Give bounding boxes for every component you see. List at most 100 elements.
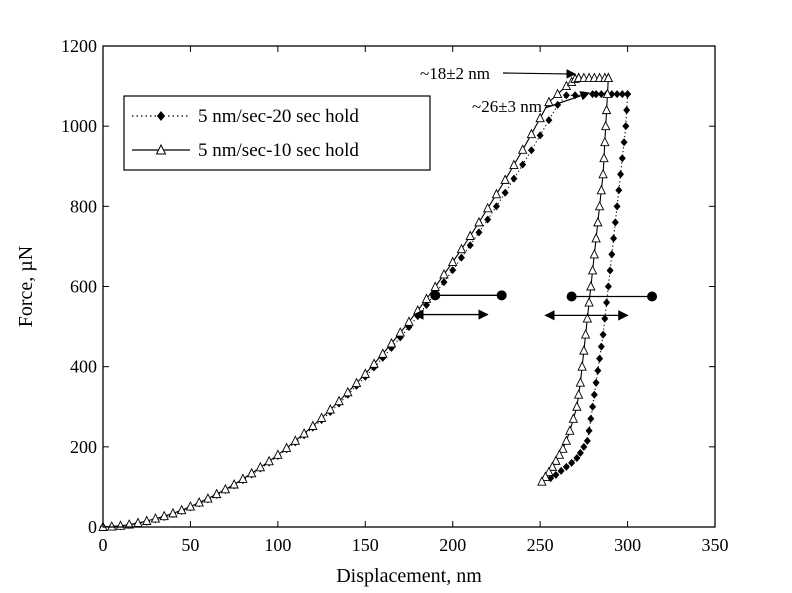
data-point-triangle (229, 479, 239, 489)
data-point-triangle (439, 268, 449, 279)
data-point-diamond (615, 186, 623, 195)
data-point-triangle (290, 435, 301, 445)
data-point-diamond (617, 170, 625, 179)
data-point-triangle (395, 327, 405, 337)
data-point-triangle (474, 216, 484, 227)
legend-box (123, 95, 431, 171)
data-point-diamond (611, 218, 619, 227)
y-tick-label: 200 (70, 437, 97, 457)
data-point-triangle (343, 386, 353, 397)
annotation-18nm: ~18±2 nm (420, 64, 490, 83)
data-point-diamond (568, 458, 576, 467)
data-point-diamond (597, 342, 605, 351)
data-point-triangle (537, 476, 547, 486)
data-point-diamond (606, 266, 614, 275)
data-point-triangle (124, 519, 134, 529)
x-tick-label: 200 (439, 535, 466, 555)
data-point-triangle (544, 96, 554, 107)
y-tick-label: 800 (70, 196, 97, 216)
data-point-triangle (176, 504, 187, 515)
annotation-arrow-26nm (544, 91, 591, 109)
data-point-triangle (194, 497, 204, 507)
data-point-triangle (603, 72, 614, 83)
data-point-diamond (573, 454, 581, 463)
data-point-diamond (622, 122, 630, 131)
data-point-triangle (238, 473, 248, 483)
data-point-triangle (554, 449, 565, 459)
data-point-diamond (545, 116, 553, 125)
data-point-diamond (618, 90, 626, 99)
data-point-triangle (185, 501, 196, 511)
x-axis-label: Displacement, nm (336, 565, 482, 587)
data-point-diamond (422, 300, 430, 309)
y-axis-label: Force, µN (15, 246, 37, 328)
data-point-triangle (316, 412, 327, 422)
data-point-diamond (623, 106, 631, 115)
data-point-diamond (536, 131, 544, 140)
data-point-diamond (599, 330, 607, 339)
data-point-triangle (596, 184, 607, 195)
data-point-diamond (620, 138, 628, 147)
data-point-triangle (552, 88, 563, 99)
data-point-diamond (592, 90, 600, 99)
x-tick-label: 250 (527, 535, 554, 555)
data-point-diamond (457, 253, 465, 262)
data-point-diamond (552, 470, 560, 479)
data-point-diamond (510, 174, 518, 183)
data-point-diamond (501, 188, 509, 197)
data-point-triangle (369, 358, 379, 368)
data-point-triangle (565, 425, 575, 435)
legend-marker-diamond (157, 111, 165, 121)
data-point-diamond (440, 278, 448, 287)
data-point-diamond (583, 436, 591, 445)
double-arrow-dot (647, 291, 658, 302)
data-point-diamond (562, 462, 570, 471)
data-point-triangle (589, 248, 600, 259)
data-point-triangle (482, 202, 493, 213)
legend-label-10sec: 5 nm/sec-10 sec hold (198, 140, 359, 161)
data-point-diamond (562, 91, 570, 100)
data-point-triangle (594, 200, 605, 211)
data-point-triangle (168, 507, 178, 518)
x-tick-label: 300 (614, 535, 641, 555)
data-point-diamond (608, 250, 616, 259)
x-tick-label: 350 (702, 535, 729, 555)
data-point-triangle (273, 449, 283, 459)
data-point-triangle (465, 230, 475, 240)
data-point-triangle (526, 128, 537, 139)
data-point-triangle (456, 243, 467, 254)
data-point-triangle (308, 420, 318, 430)
data-point-triangle (575, 377, 586, 387)
data-point-triangle (421, 293, 432, 303)
annotation-26nm: ~26±3 nm (472, 97, 542, 116)
y-tick-label: 1000 (61, 116, 97, 136)
data-point-diamond (484, 215, 492, 224)
legend-entry-10sec: 5 nm/sec-10 sec hold (132, 140, 359, 161)
data-point-triangle (593, 216, 603, 227)
data-point-diamond (592, 378, 600, 387)
data-point-triangle (281, 442, 292, 452)
data-point-triangle (540, 471, 551, 481)
data-point-diamond (604, 282, 612, 291)
legend-marker-triangle (155, 143, 167, 155)
data-point-triangle (211, 488, 222, 499)
series-line-0 (102, 93, 629, 528)
data-point-diamond (492, 202, 500, 211)
data-point-triangle (577, 361, 587, 371)
data-point-triangle (255, 461, 266, 472)
data-point-triangle (544, 466, 554, 477)
data-point-diamond (557, 466, 565, 475)
legend-entry-20sec: 5 nm/sec-20 sec hold (132, 106, 359, 127)
data-point-triangle (447, 256, 458, 266)
x-tick-label: 150 (352, 535, 379, 555)
plot-area (98, 72, 658, 531)
data-point-triangle (360, 368, 371, 378)
data-point-triangle (599, 152, 609, 163)
data-point-triangle (572, 401, 582, 411)
data-point-diamond (613, 202, 621, 211)
data-point-triangle (584, 297, 594, 307)
data-point-triangle (378, 348, 388, 358)
data-point-diamond (576, 448, 584, 457)
data-point-diamond (580, 442, 588, 451)
